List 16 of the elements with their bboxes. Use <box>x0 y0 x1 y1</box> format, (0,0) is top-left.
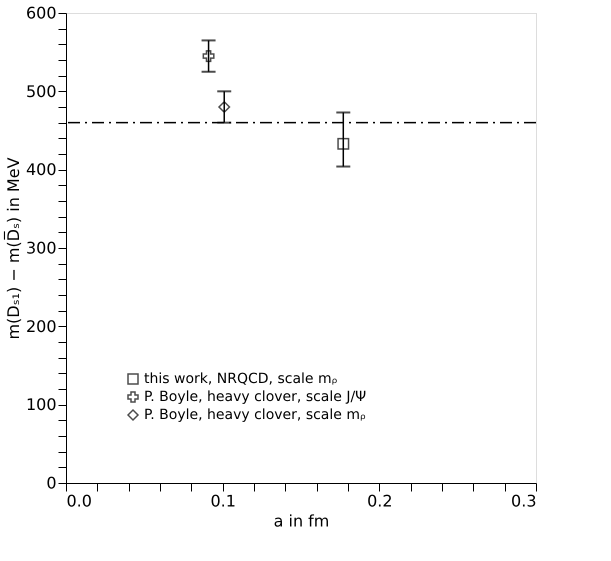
legend-label: P. Boyle, heavy clover, scale J/Ψ <box>144 389 366 405</box>
x-tick-label: 0.2 <box>367 492 393 510</box>
legend-label: this work, NRQCD, scale mᵨ <box>144 371 338 387</box>
y-tick-label: 500 <box>26 82 56 101</box>
x-axis-title: a in fm <box>274 512 330 530</box>
y-tick-label: 400 <box>26 160 56 180</box>
y-tick-label: 200 <box>26 316 56 336</box>
x-tick-label: 0.0 <box>66 492 92 510</box>
legend-label: P. Boyle, heavy clover, scale mᵨ <box>144 407 366 423</box>
x-tick-label: 0.1 <box>210 492 236 510</box>
x-tick-label: 0.3 <box>511 492 536 510</box>
y-tick-label: 300 <box>26 238 56 258</box>
y-tick-label: 600 <box>26 4 56 22</box>
y-tick-label: 0 <box>46 474 56 492</box>
y-axis-title: m(Dₛ₁) − m(D̅ₛ) in MeV <box>3 157 23 340</box>
y-tick-label: 100 <box>26 395 56 414</box>
